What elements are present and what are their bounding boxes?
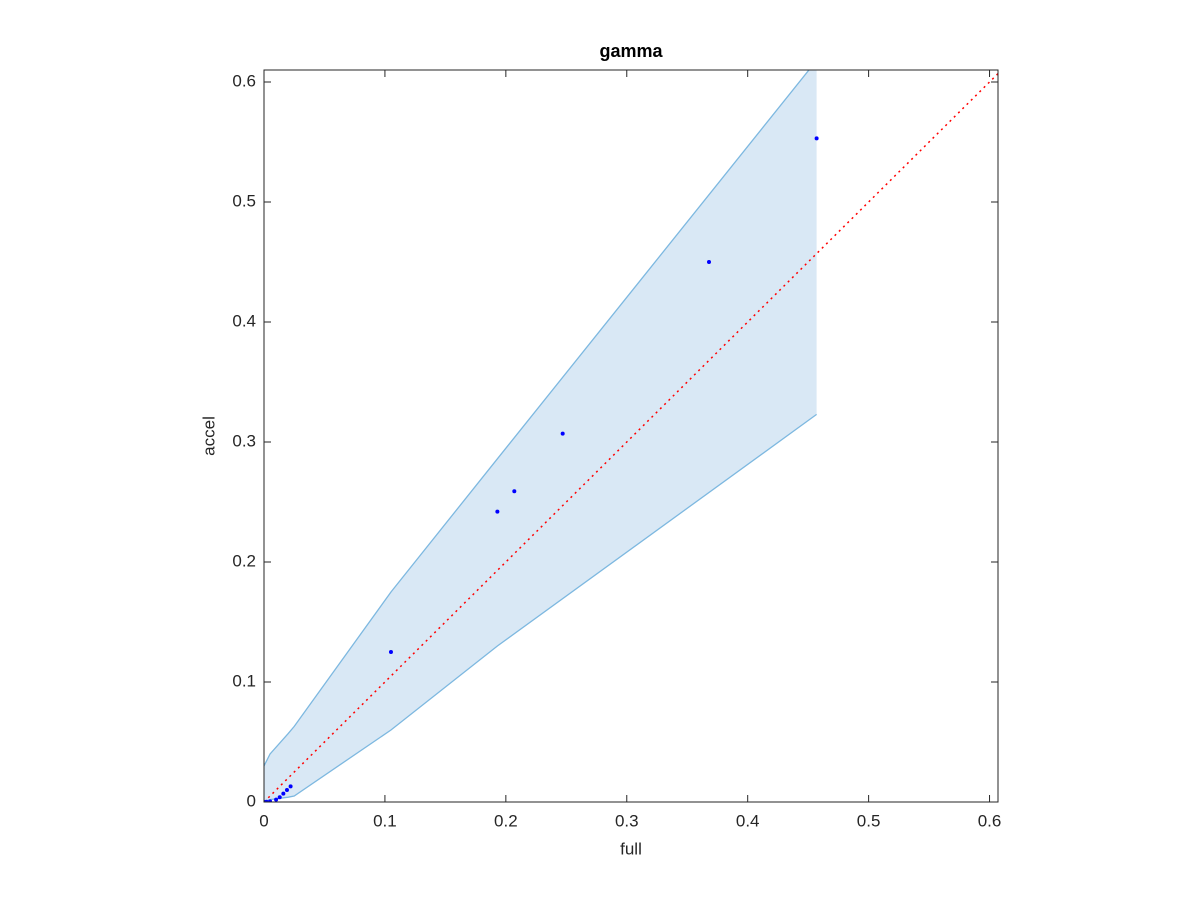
data-point [281,791,286,796]
data-point [814,136,819,141]
data-point [706,260,711,264]
axes-box [263,69,999,803]
data-point [388,650,393,654]
reference-line [264,73,998,802]
data-point [274,797,279,802]
y-tick-label: 0 [247,791,256,810]
y-axis-label: accel [199,416,218,456]
data-point [284,788,289,792]
data-point [264,799,269,802]
x-tick-label: 0.1 [373,811,397,830]
y-tick-label: 0.2 [232,551,256,570]
x-tick-label: 0.4 [736,811,760,830]
x-tick-label: 0.5 [857,811,881,830]
y-tick-label: 0.6 [232,71,256,90]
x-tick-label: 0 [259,811,268,830]
band-upper [264,70,810,767]
data-point [277,795,282,800]
data-point [495,509,500,514]
y-tick-label: 0.3 [232,431,256,450]
y-tick-label: 0.5 [232,191,256,210]
data-point [288,784,293,789]
data-point [268,799,273,802]
data-point [512,489,517,494]
data-point [560,431,565,436]
y-tick-label: 0.1 [232,671,256,690]
x-tick-label: 0.3 [615,811,639,830]
x-axis-label: full [620,839,642,858]
chart-title: gamma [599,41,663,61]
confidence-band [264,70,817,802]
y-tick-label: 0.4 [232,311,256,330]
x-tick-label: 0.6 [978,811,1002,830]
plot-area [264,70,998,802]
x-tick-label: 0.2 [494,811,518,830]
